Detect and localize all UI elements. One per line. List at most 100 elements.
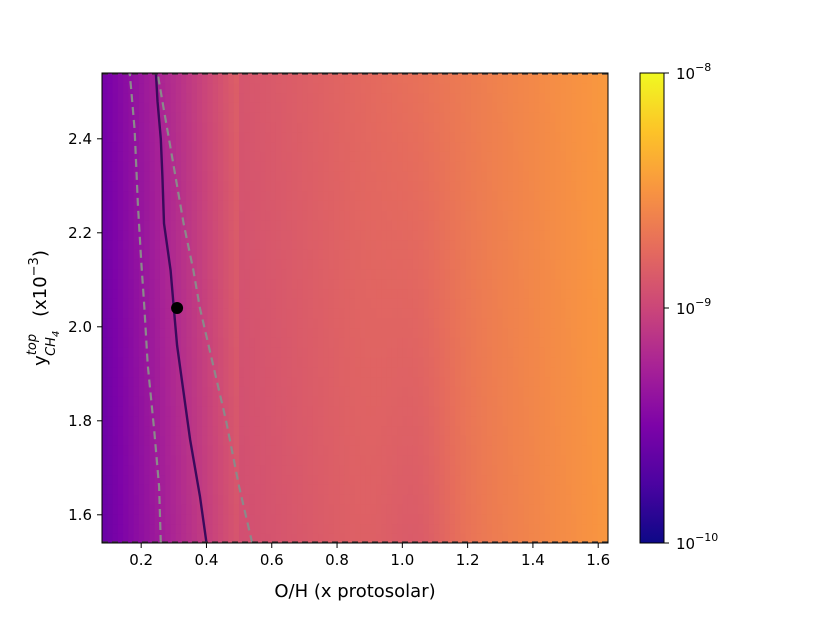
heatmap-cell [449, 161, 456, 172]
heatmap-cell [518, 239, 525, 250]
heatmap-cell [333, 494, 340, 505]
heatmap-cell [423, 82, 430, 94]
heatmap-cell [249, 278, 256, 290]
heatmap-cell [244, 376, 251, 387]
heatmap-cell [196, 435, 203, 446]
heatmap-cell [565, 131, 572, 143]
heatmap-cell [581, 464, 588, 476]
heatmap-cell [576, 503, 583, 515]
heatmap-cell [223, 474, 230, 485]
heatmap-cell [571, 298, 577, 309]
heatmap-cell [492, 112, 498, 123]
heatmap-cell [513, 523, 519, 534]
heatmap-cell [381, 229, 388, 241]
heatmap-cell [360, 268, 367, 280]
heatmap-cell [481, 317, 488, 329]
heatmap-cell [571, 435, 577, 446]
heatmap-cell [191, 278, 198, 290]
heatmap-cell [133, 347, 140, 358]
heatmap-cell [507, 92, 514, 103]
heatmap-cell [581, 219, 588, 231]
heatmap-cell [397, 112, 404, 123]
heatmap-cell [281, 327, 288, 338]
heatmap-cell [212, 121, 219, 133]
heatmap-cell [191, 82, 198, 94]
heatmap-cell [449, 494, 456, 505]
heatmap-cell [239, 170, 245, 182]
heatmap-cell [170, 200, 177, 211]
heatmap-cell [439, 210, 446, 221]
heatmap-cell [465, 219, 472, 231]
heatmap-cell [592, 425, 599, 436]
heatmap-cell [265, 523, 272, 534]
heatmap-cell [191, 366, 198, 378]
heatmap-cell [244, 121, 251, 133]
heatmap-cell [339, 494, 346, 505]
heatmap-cell [602, 494, 608, 505]
heatmap-cell [581, 376, 588, 387]
heatmap-cell [455, 464, 462, 476]
heatmap-cell [233, 121, 240, 133]
heatmap-cell [460, 513, 467, 525]
heatmap-cell [370, 503, 377, 515]
heatmap-cell [523, 141, 530, 152]
y-label-suffix-prefix: (x10 [30, 276, 51, 317]
heatmap-cell [391, 308, 398, 319]
heatmap-cell [265, 533, 272, 543]
heatmap-cell [602, 200, 608, 211]
heatmap-cell [412, 170, 419, 182]
heatmap-cell [507, 503, 514, 515]
heatmap-cell [270, 464, 277, 476]
heatmap-cell [539, 503, 546, 515]
heatmap-cell [307, 337, 314, 348]
heatmap-cell [302, 210, 309, 221]
heatmap-cell [402, 121, 409, 133]
heatmap-cell [507, 337, 514, 348]
heatmap-cell [260, 327, 266, 338]
heatmap-cell [181, 425, 187, 436]
heatmap-cell [344, 82, 351, 94]
heatmap-cell [302, 268, 309, 280]
heatmap-cell [233, 180, 240, 192]
heatmap-cell [144, 219, 151, 231]
heatmap-cell [333, 503, 340, 515]
heatmap-cell [391, 327, 398, 338]
heatmap-cell [412, 415, 419, 427]
x-tick-label: 0.2 [129, 551, 153, 569]
heatmap-cell [312, 474, 319, 485]
heatmap-cell [265, 249, 272, 260]
heatmap-cell [254, 464, 261, 476]
heatmap-cell [402, 259, 409, 270]
heatmap-cell [228, 112, 235, 123]
heatmap-cell [260, 170, 266, 182]
heatmap-cell [513, 112, 519, 123]
heatmap-cell [165, 190, 172, 201]
heatmap-cell [439, 170, 446, 182]
heatmap-cell [571, 494, 577, 505]
heatmap-cell [555, 288, 562, 299]
heatmap-cell [434, 366, 440, 378]
heatmap-cell [528, 259, 535, 270]
heatmap-cell [333, 249, 340, 260]
heatmap-cell [407, 180, 414, 192]
heatmap-cell [597, 190, 604, 201]
heatmap-cell [444, 73, 451, 84]
heatmap-cell [312, 415, 319, 427]
heatmap-cell [444, 376, 451, 387]
heatmap-cell [228, 513, 235, 525]
heatmap-cell [560, 337, 567, 348]
heatmap-cell [560, 376, 567, 387]
heatmap-cell [159, 523, 166, 534]
heatmap-cell [492, 288, 498, 299]
heatmap-cell [275, 435, 282, 446]
heatmap-cell [444, 347, 451, 358]
heatmap-cell [597, 494, 604, 505]
heatmap-cell [323, 161, 330, 172]
heatmap-cell [138, 445, 145, 456]
heatmap-cell [444, 112, 451, 123]
heatmap-cell [560, 278, 567, 290]
heatmap-cell [528, 445, 535, 456]
heatmap-cell [186, 219, 193, 231]
heatmap-cell [281, 376, 288, 387]
heatmap-cell [265, 415, 272, 427]
